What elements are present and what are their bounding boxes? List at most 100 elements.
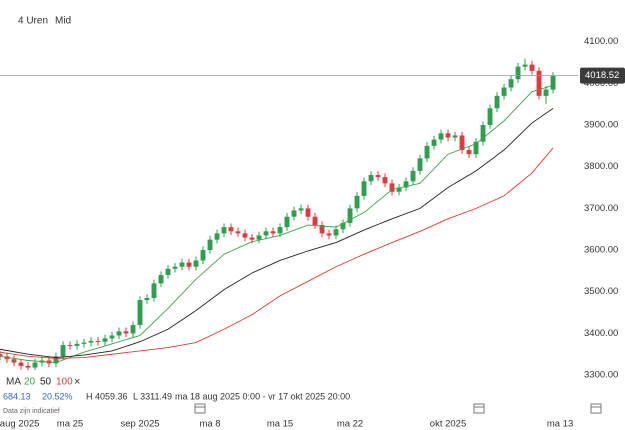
candle-body	[102, 338, 108, 342]
candle-body	[137, 300, 143, 326]
candle-body	[438, 133, 444, 140]
y-tick-label: 3900.00	[584, 120, 618, 131]
candle-body	[522, 64, 528, 67]
candle-body	[60, 345, 66, 357]
x-tick-label: aug 2025	[0, 419, 39, 430]
x-tick-label: ma 22	[337, 419, 363, 430]
candle-body	[11, 359, 17, 363]
candle-body	[284, 216, 290, 228]
legend-entry: 20	[24, 377, 36, 388]
candle-body	[95, 340, 101, 342]
change: 684.13	[3, 391, 31, 401]
candle-body	[466, 150, 472, 155]
low-text: L 3311.49	[133, 391, 172, 401]
x-tick-label: ma 15	[267, 419, 293, 430]
x-tick-label: ma 13	[547, 419, 573, 430]
candle-body	[543, 89, 549, 96]
ma-line	[0, 107, 554, 359]
candle-body	[67, 345, 73, 347]
legend-title: MA	[6, 377, 21, 388]
candle-body	[256, 235, 262, 240]
y-tick-label: 3300.00	[584, 370, 618, 381]
candle-body	[431, 139, 437, 146]
y-tick-label: 3700.00	[584, 203, 618, 214]
calendar-icon[interactable]	[590, 403, 602, 414]
price-mode-button[interactable]: Mid	[55, 16, 71, 27]
y-tick-label: 3500.00	[584, 286, 618, 297]
candle-body	[116, 331, 122, 336]
candle-body	[123, 331, 129, 334]
candle-body	[32, 362, 38, 368]
candle-body	[389, 183, 395, 192]
candle-body	[214, 233, 220, 240]
candle-body	[228, 227, 234, 232]
candle-body	[18, 362, 24, 366]
candle-body	[508, 79, 514, 88]
candle-body	[452, 135, 458, 138]
last-price-tag	[580, 67, 625, 84]
candle-body	[319, 225, 325, 234]
candle-body	[550, 75, 556, 90]
candle-body	[88, 340, 94, 343]
candle-body	[417, 158, 423, 171]
candle-body	[207, 239, 213, 251]
calendar-icon[interactable]	[473, 403, 485, 414]
y-tick-label: 3800.00	[584, 161, 618, 172]
candle-body	[74, 343, 80, 346]
ma-line	[0, 85, 554, 364]
candle-body	[340, 222, 346, 230]
candle-body	[235, 231, 241, 234]
candle-body	[368, 175, 374, 182]
candle-body	[361, 181, 367, 196]
candle-body	[81, 342, 87, 344]
candle-body	[158, 275, 164, 284]
change-pct: 20.52%	[42, 391, 73, 401]
candle-body	[151, 283, 157, 298]
x-tick-label: okt 2025	[430, 419, 466, 430]
candle-body	[515, 66, 521, 80]
candle-body	[396, 187, 402, 192]
candle-body	[480, 125, 486, 142]
candle-body	[270, 231, 276, 234]
x-tick-label: ma 25	[57, 419, 83, 430]
range-text: ma 18 aug 2025 0:00 - vr 17 okt 2025 20:…	[175, 391, 350, 401]
candle-body	[333, 229, 339, 236]
candle-body	[501, 87, 507, 96]
candle-body	[291, 210, 297, 217]
candle-body	[445, 133, 451, 138]
legend: MA × 20 50 100	[6, 376, 80, 388]
candle-body	[277, 227, 283, 234]
candle-body	[172, 266, 178, 269]
candle-body	[165, 268, 171, 276]
y-tick-label: 4100.00	[584, 36, 618, 47]
candle-body	[347, 208, 353, 223]
candle-body	[263, 231, 269, 236]
candle-body	[326, 233, 332, 236]
candle-body	[109, 335, 115, 339]
candle-body	[249, 237, 255, 240]
candle-body	[298, 208, 304, 211]
x-tick-label: sep 2025	[120, 419, 159, 430]
candle-body	[529, 64, 535, 71]
candle-body	[382, 177, 388, 184]
candle-body	[186, 262, 192, 267]
interval-button[interactable]: 4 Uren	[18, 16, 48, 27]
candle-body	[305, 208, 311, 217]
candle-body	[410, 170, 416, 182]
candle-body	[375, 175, 381, 178]
plot-area	[0, 58, 578, 371]
legend-entry: 50	[40, 377, 52, 388]
legend-close[interactable]: ×	[74, 376, 80, 388]
candle-body	[354, 195, 360, 209]
candle-body	[130, 325, 136, 334]
candle-body	[25, 365, 31, 368]
x-tick-label: ma 8	[199, 419, 220, 430]
candle-body	[424, 145, 430, 159]
candle-body	[193, 260, 199, 267]
high-text: H 4059.36	[86, 391, 128, 401]
calendar-icon[interactable]	[194, 403, 206, 414]
candle-body	[403, 181, 409, 188]
candle-body	[53, 356, 59, 364]
